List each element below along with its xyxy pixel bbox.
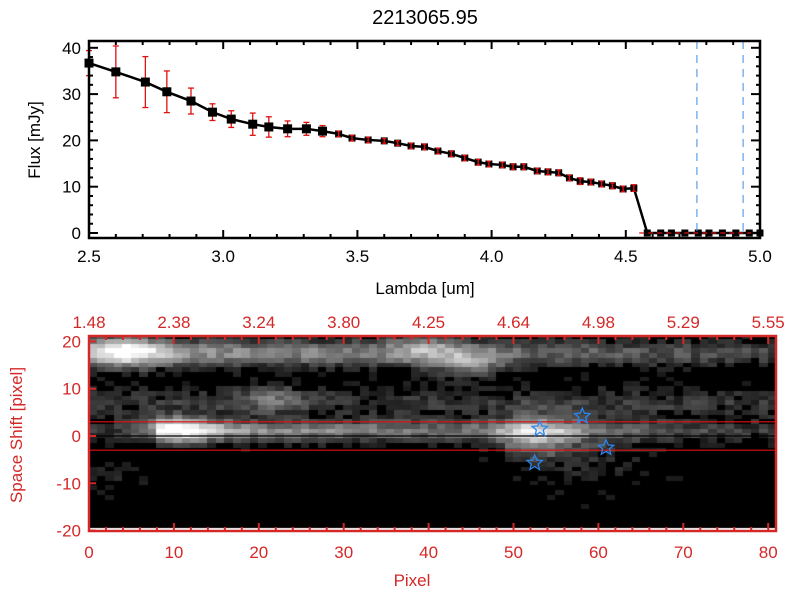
error-bar — [567, 174, 572, 182]
data-point — [140, 77, 150, 87]
y-tick-label: -20 — [56, 522, 81, 541]
error-bar — [578, 177, 583, 186]
bottom-x-axis-label: Pixel — [394, 571, 431, 590]
x-tick-label: 3.5 — [346, 247, 370, 266]
data-point — [248, 119, 258, 129]
error-bar — [462, 154, 467, 162]
data-point — [186, 96, 196, 106]
top-x-tick-label: 3.24 — [242, 313, 275, 332]
error-bar — [476, 158, 481, 166]
data-point — [111, 67, 121, 77]
error-bar — [336, 130, 341, 138]
spectrum-image-plot: 0 10 20 30 40 50 60 70 80 1.48 2.38 3.24 3.80 4.25 4.6… — [56, 313, 784, 562]
error-bar — [621, 185, 626, 193]
error-bar — [366, 136, 371, 144]
y-tick-label: 0 — [72, 427, 81, 446]
x-tick-label: 80 — [759, 543, 778, 562]
x-tick-label: 3.0 — [211, 247, 235, 266]
error-bar — [435, 147, 440, 155]
x-tick-label: 5.0 — [748, 247, 772, 266]
spectrum-image — [89, 336, 776, 531]
y-tick-label: 10 — [62, 178, 81, 197]
x-tick-label: 2.5 — [77, 247, 101, 266]
data-point — [732, 229, 740, 237]
top-x-axis-label: Lambda [um] — [375, 279, 474, 298]
plot-frame — [87, 334, 778, 533]
top-y-axis-label: Flux [mJy] — [25, 101, 44, 178]
x-tick-label: 40 — [419, 543, 438, 562]
data-point — [207, 107, 217, 117]
x-tick-label: 4.0 — [480, 247, 504, 266]
plot-frame — [87, 39, 762, 240]
star-marker — [596, 438, 616, 456]
y-tick-label: 30 — [62, 85, 81, 104]
y-tick-label: 40 — [62, 39, 81, 58]
star-marker — [530, 419, 550, 437]
x-tick-label: 4.5 — [614, 247, 638, 266]
error-bar — [556, 169, 561, 177]
error-bar — [631, 184, 636, 193]
data-point — [318, 126, 328, 136]
top-x-tick-label: 3.80 — [327, 313, 360, 332]
error-bar — [545, 168, 550, 176]
top-x-tick-label: 4.64 — [497, 313, 530, 332]
top-x-tick-label: 1.48 — [72, 313, 105, 332]
star-marker — [573, 406, 592, 424]
error-bar — [395, 140, 400, 147]
top-x-tick-label: 4.98 — [582, 313, 615, 332]
data-point — [667, 229, 675, 237]
data-point — [705, 229, 713, 237]
error-bar — [449, 150, 454, 158]
bottom-y-axis-label: Space Shift [pixel] — [7, 367, 26, 503]
error-bar — [521, 163, 526, 171]
x-tick-label: 0 — [84, 543, 93, 562]
x-tick-label: 50 — [504, 543, 523, 562]
top-x-tick-label: 5.29 — [667, 313, 700, 332]
y-tick-label: 20 — [62, 131, 81, 150]
y-tick-label: 0 — [72, 224, 81, 243]
error-bar — [422, 143, 427, 151]
error-bar — [610, 182, 615, 190]
error-bar — [486, 160, 491, 168]
data-point — [694, 229, 702, 237]
data-point — [301, 124, 311, 134]
error-bar — [409, 142, 414, 150]
x-tick-label: 10 — [164, 543, 183, 562]
flux-plot: 2.5 3.0 3.5 4.0 4.5 5.0 0 10 20 30 40 — [62, 39, 772, 266]
data-point — [162, 87, 172, 97]
top-x-tick-label: 5.55 — [752, 313, 785, 332]
data-point — [643, 229, 651, 237]
data-point — [283, 124, 293, 134]
data-point — [226, 114, 236, 124]
error-bar — [599, 180, 604, 188]
top-x-tick-label: 2.38 — [157, 313, 190, 332]
data-point — [264, 122, 274, 132]
error-bar — [511, 163, 516, 171]
y-tick-label: 20 — [62, 332, 81, 351]
x-tick-label: 20 — [249, 543, 268, 562]
error-bar — [535, 167, 540, 175]
x-tick-label: 60 — [589, 543, 608, 562]
error-bar — [350, 134, 355, 142]
error-bar — [382, 137, 387, 144]
top-x-tick-label: 4.25 — [412, 313, 445, 332]
y-tick-label: 10 — [62, 380, 81, 399]
error-bar — [500, 161, 505, 169]
star-marker — [525, 453, 544, 471]
x-tick-label: 30 — [334, 543, 353, 562]
top-chart-title: 2213065.95 — [372, 7, 478, 29]
y-tick-label: -10 — [56, 474, 81, 493]
x-tick-label: 70 — [674, 543, 693, 562]
error-bar — [588, 178, 593, 186]
